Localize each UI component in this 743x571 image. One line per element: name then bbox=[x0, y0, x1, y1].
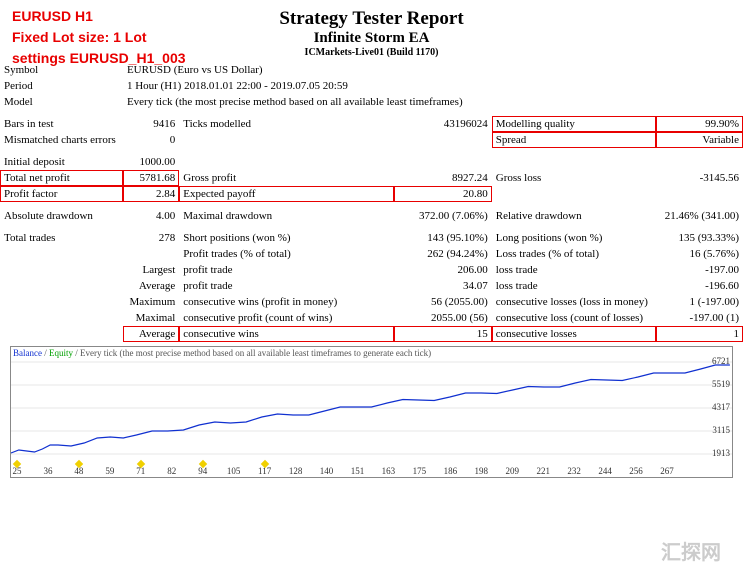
y-tick: 3115 bbox=[712, 425, 730, 435]
annot-line-3: settings EURUSD_H1_003 bbox=[12, 48, 186, 69]
avg-cons-wins-lbl: consecutive wins bbox=[179, 326, 394, 342]
lbl-period: Period bbox=[0, 78, 123, 94]
y-tick: 1913 bbox=[712, 448, 730, 458]
row-bars: Bars in test 9416 Ticks modelled 4319602… bbox=[0, 116, 743, 132]
x-tick: 267 bbox=[660, 466, 674, 476]
x-tick: 151 bbox=[351, 466, 365, 476]
row-mismatch: Mismatched charts errors 0 Spread Variab… bbox=[0, 132, 743, 148]
x-tick: 221 bbox=[536, 466, 550, 476]
row-max-profit: Maximal consecutive profit (count of win… bbox=[0, 310, 743, 326]
row-period: Period 1 Hour (H1) 2018.01.01 22:00 - 20… bbox=[0, 78, 743, 94]
y-tick: 5519 bbox=[712, 379, 730, 389]
row-average-pt: Average profit trade 34.07 loss trade -1… bbox=[0, 278, 743, 294]
x-tick: 163 bbox=[382, 466, 396, 476]
x-tick: 198 bbox=[475, 466, 489, 476]
spread-lbl: Spread bbox=[492, 132, 656, 148]
header-block: EURUSD H1 Fixed Lot size: 1 Lot settings… bbox=[0, 0, 743, 60]
chart-svg bbox=[11, 357, 732, 459]
balance-chart: Balance / Equity / Every tick (the most … bbox=[10, 346, 733, 478]
x-tick: 128 bbox=[289, 466, 303, 476]
row-deposit: Initial deposit 1000.00 bbox=[0, 154, 743, 170]
val-symbol: EURUSD (Euro vs US Dollar) bbox=[123, 62, 743, 78]
x-tick: 59 bbox=[105, 466, 114, 476]
annot-line-2: Fixed Lot size: 1 Lot bbox=[12, 27, 186, 48]
row-avg-wins: Average consecutive wins 15 consecutive … bbox=[0, 326, 743, 342]
modelling-quality-val: 99.90% bbox=[656, 116, 743, 132]
avg-cons-losses-lbl: consecutive losses bbox=[492, 326, 656, 342]
x-tick: 232 bbox=[567, 466, 581, 476]
x-tick: 209 bbox=[505, 466, 519, 476]
y-tick: 6721 bbox=[712, 356, 730, 366]
row-model: Model Every tick (the most precise metho… bbox=[0, 94, 743, 110]
red-annotations: EURUSD H1 Fixed Lot size: 1 Lot settings… bbox=[12, 6, 186, 69]
val-model: Every tick (the most precise method base… bbox=[123, 94, 743, 110]
report-table: Symbol EURUSD (Euro vs US Dollar) Period… bbox=[0, 62, 743, 342]
row-totaltrades: Total trades 278 Short positions (won %)… bbox=[0, 230, 743, 246]
avg-cons-wins-val: 15 bbox=[394, 326, 491, 342]
row-profittrades: Profit trades (% of total) 262 (94.24%) … bbox=[0, 246, 743, 262]
row-max-wins: Maximum consecutive wins (profit in mone… bbox=[0, 294, 743, 310]
row-netprofit: Total net profit 5781.68 Gross profit 89… bbox=[0, 170, 743, 186]
x-axis-ticks: 2536485971829410511712814015116317518619… bbox=[11, 466, 732, 476]
val-period: 1 Hour (H1) 2018.01.01 22:00 - 2019.07.0… bbox=[123, 78, 743, 94]
x-tick: 186 bbox=[444, 466, 458, 476]
x-tick: 244 bbox=[598, 466, 612, 476]
avg-cons-losses-val: 1 bbox=[656, 326, 743, 342]
x-tick: 105 bbox=[227, 466, 241, 476]
x-tick: 36 bbox=[43, 466, 52, 476]
spread-val: Variable bbox=[656, 132, 743, 148]
y-tick: 4317 bbox=[712, 402, 730, 412]
annot-line-1: EURUSD H1 bbox=[12, 6, 186, 27]
expected-payoff-val: 20.80 bbox=[394, 186, 491, 202]
row-drawdown: Absolute drawdown 4.00 Maximal drawdown … bbox=[0, 208, 743, 224]
total-net-profit-lbl: Total net profit bbox=[0, 170, 123, 186]
row-largest: Largest profit trade 206.00 loss trade -… bbox=[0, 262, 743, 278]
profit-factor-lbl: Profit factor bbox=[0, 186, 123, 202]
total-net-profit-val: 5781.68 bbox=[123, 170, 179, 186]
x-tick: 82 bbox=[167, 466, 176, 476]
expected-payoff-lbl: Expected payoff bbox=[179, 186, 394, 202]
x-tick: 256 bbox=[629, 466, 643, 476]
x-tick: 175 bbox=[413, 466, 427, 476]
watermark: 汇探网 bbox=[661, 536, 721, 565]
modelling-quality-lbl: Modelling quality bbox=[492, 116, 656, 132]
x-tick: 140 bbox=[320, 466, 334, 476]
row-profitfactor: Profit factor 2.84 Expected payoff 20.80 bbox=[0, 186, 743, 202]
lbl-model: Model bbox=[0, 94, 123, 110]
profit-factor-val: 2.84 bbox=[123, 186, 179, 202]
